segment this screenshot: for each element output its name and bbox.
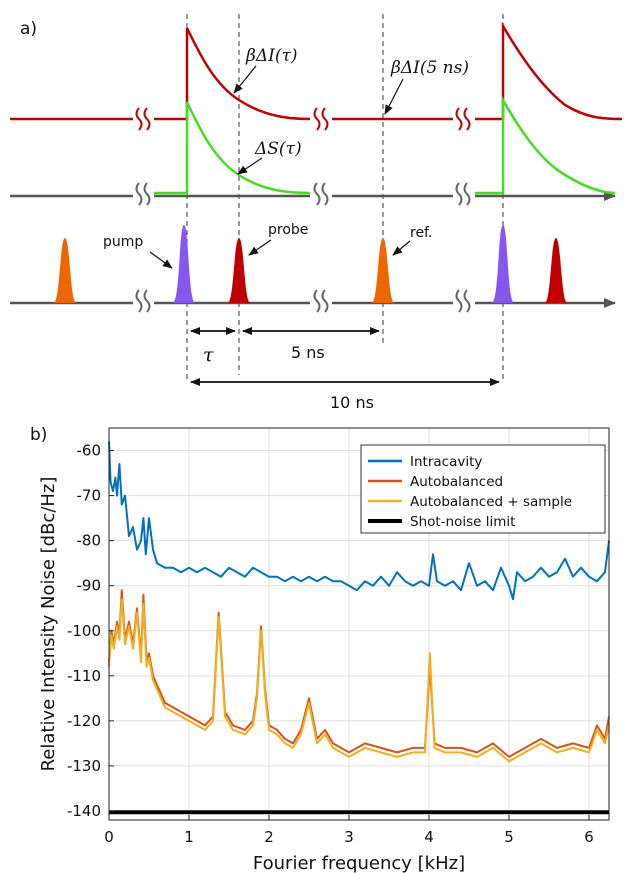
pump-pulse-2 <box>492 225 514 303</box>
x-tick-label: 2 <box>264 828 274 846</box>
x-tick-label: 6 <box>584 828 594 846</box>
x-axis-label: Fourier frequency [kHz] <box>253 853 465 873</box>
label-probe: probe <box>268 222 308 238</box>
label-ten-ns: 10 ns <box>330 393 374 412</box>
panel-a-label: a) <box>20 19 37 39</box>
arrow-pump <box>149 251 173 269</box>
series-line-intracavity <box>108 441 610 601</box>
panel-a: a) <box>10 14 622 412</box>
label-tau: τ <box>203 344 214 366</box>
x-tick-label: 1 <box>184 828 194 846</box>
pump-pulse-1 <box>173 225 195 303</box>
break-mark-red-3 <box>455 107 471 131</box>
y-tick-label: -60 <box>77 442 102 460</box>
label-five-ns: 5 ns <box>291 343 325 362</box>
y-ticks: -60 -70 -80 -90 -100 -110 -120 -130 -140 <box>67 442 114 820</box>
legend-label: Autobalanced <box>410 474 503 490</box>
delta-i-line <box>10 21 623 121</box>
y-tick-label: -120 <box>67 712 101 730</box>
label-pump: pump <box>103 234 143 250</box>
y-tick-label: -70 <box>77 487 102 505</box>
y-tick-label: -130 <box>67 757 101 775</box>
plot-area <box>108 441 610 815</box>
legend-items: Intracavity Autobalanced Autobalanced + sa… <box>368 454 572 530</box>
arrow-delta-i-tau <box>233 65 257 94</box>
label-delta-i-tau: βΔI(τ) <box>245 46 298 66</box>
arrow-delta-i-5ns <box>384 78 404 115</box>
break-mark-red-2 <box>313 107 329 131</box>
break-mark-gray-2 <box>313 182 329 206</box>
break-mark-time-3 <box>455 289 471 313</box>
label-ref: ref. <box>410 225 432 241</box>
break-mark-time-2 <box>313 289 329 313</box>
x-tick-label: 3 <box>344 828 354 846</box>
x-tick-label: 4 <box>424 828 434 846</box>
series-line-autobalanced <box>108 589 610 758</box>
plot-frame <box>108 427 610 821</box>
probe-pulse-2 <box>545 238 567 303</box>
ref-pulse-2 <box>372 238 394 303</box>
y-tick-label: -140 <box>67 802 101 820</box>
legend-label: Autobalanced + sample <box>410 494 572 510</box>
ref-pulse-1 <box>54 238 76 303</box>
break-mark-time-1 <box>135 289 151 313</box>
delta-s-trace <box>10 95 616 206</box>
arrow-ref <box>392 240 411 256</box>
y-tick-label: -80 <box>77 532 102 550</box>
legend-label: Intracavity <box>410 454 482 470</box>
break-mark-red-1 <box>135 107 151 131</box>
legend-label: Shot-noise limit <box>410 514 515 530</box>
arrow-probe <box>248 239 272 256</box>
break-mark-gray-3 <box>455 182 471 206</box>
x-ticks: 0 1 2 3 4 5 6 <box>104 815 594 846</box>
panel-b-label: b) <box>30 425 47 445</box>
label-delta-i-5ns: βΔI(5 ns) <box>390 58 469 78</box>
time-span-arrows <box>190 327 500 386</box>
label-delta-s-tau: ΔS(τ) <box>254 139 302 159</box>
arrow-delta-s-tau <box>237 157 263 175</box>
legend: Intracavity Autobalanced Autobalanced + sa… <box>360 444 606 534</box>
break-mark-gray-1 <box>135 182 151 206</box>
y-tick-label: -90 <box>77 577 102 595</box>
pulse-train <box>10 225 615 312</box>
y-axis-label: Relative Intensity Noise [dBc/Hz] <box>38 477 59 772</box>
series-line-autobalanced-sample <box>108 598 610 763</box>
delta-s-line <box>154 95 616 195</box>
legend-box <box>360 444 606 534</box>
x-tick-label: 5 <box>504 828 514 846</box>
probe-pulse-1 <box>228 238 250 303</box>
y-tick-label: -110 <box>67 667 101 685</box>
x-tick-label: 0 <box>104 828 114 846</box>
delta-i-trace <box>10 21 623 131</box>
y-tick-label: -100 <box>67 622 101 640</box>
